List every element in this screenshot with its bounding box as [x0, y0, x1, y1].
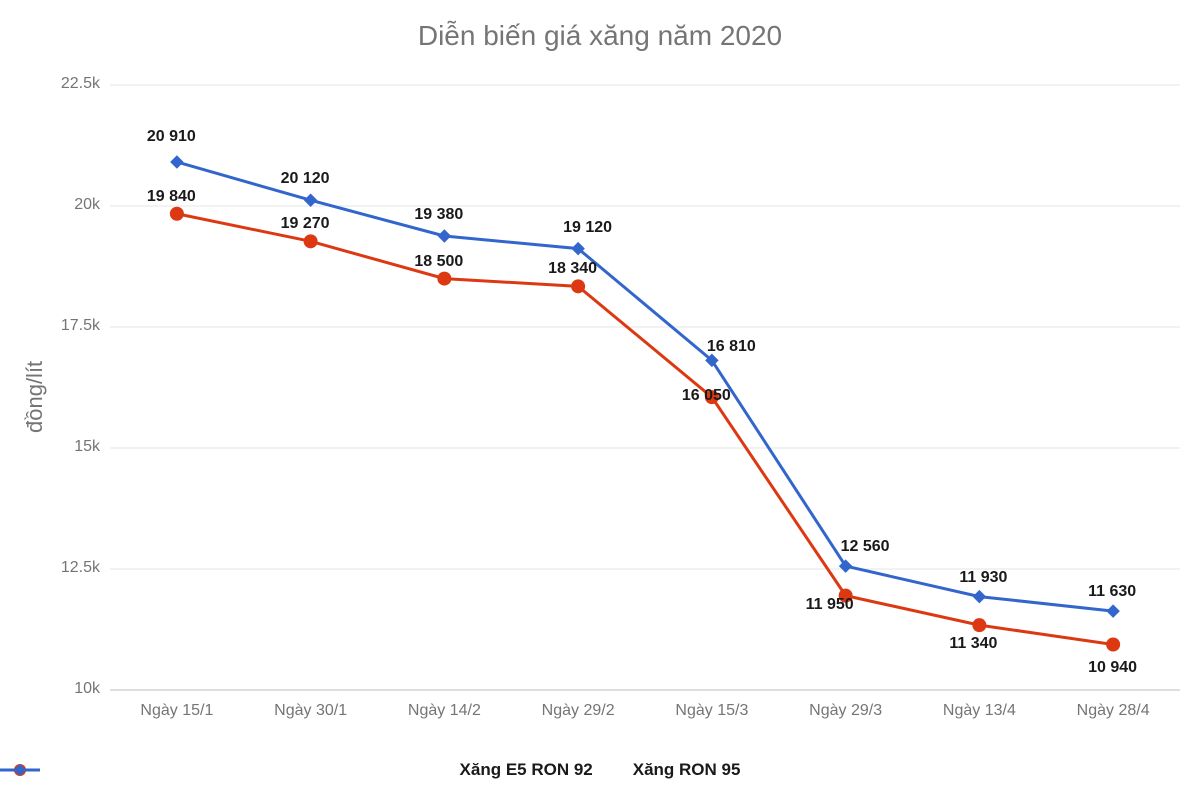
marker-e5ron92 [170, 207, 184, 221]
marker-ron95 [438, 229, 452, 243]
x-tick-label: Ngày 13/4 [934, 702, 1024, 720]
marker-ron95 [304, 193, 318, 207]
x-tick-label: Ngày 30/1 [266, 702, 356, 720]
data-label-ron95: 20 120 [281, 170, 330, 188]
y-tick-label: 12.5k [61, 559, 100, 577]
y-tick-label: 22.5k [61, 75, 100, 93]
data-label-ron95: 19 380 [414, 206, 463, 224]
marker-e5ron92 [304, 234, 318, 248]
data-label-ron95: 11 630 [1088, 583, 1136, 601]
data-label-e5ron92: 10 940 [1088, 659, 1137, 677]
marker-e5ron92 [437, 272, 451, 286]
x-tick-label: Ngày 29/2 [533, 702, 623, 720]
marker-e5ron92 [972, 618, 986, 632]
data-label-e5ron92: 18 500 [414, 253, 463, 271]
chart-container: Diễn biến giá xăng năm 2020 đồng/lít 20 … [0, 0, 1200, 800]
marker-ron95 [973, 590, 987, 604]
data-label-e5ron92: 11 340 [949, 635, 997, 653]
y-tick-label: 17.5k [61, 317, 100, 335]
y-tick-label: 15k [74, 438, 100, 456]
data-label-ron95: 12 560 [841, 538, 890, 556]
marker-e5ron92 [1106, 638, 1120, 652]
legend-item-ron95[interactable]: Xăng RON 95 [633, 760, 741, 780]
y-tick-label: 20k [74, 196, 100, 214]
data-label-ron95: 11 930 [959, 569, 1007, 587]
y-tick-label: 10k [74, 680, 100, 698]
data-label-ron95: 19 120 [563, 219, 612, 237]
x-tick-label: Ngày 15/1 [132, 702, 222, 720]
legend-label: Xăng RON 95 [633, 760, 741, 780]
chart-plot [0, 0, 1200, 800]
data-label-e5ron92: 11 950 [806, 596, 854, 614]
x-tick-label: Ngày 28/4 [1068, 702, 1158, 720]
legend: Xăng E5 RON 92 Xăng RON 95 [0, 760, 1200, 780]
x-tick-label: Ngày 29/3 [801, 702, 891, 720]
marker-ron95 [1106, 604, 1120, 618]
data-label-e5ron92: 19 270 [281, 215, 330, 233]
legend-item-e5ron92[interactable]: Xăng E5 RON 92 [460, 760, 593, 780]
marker-ron95 [170, 155, 184, 169]
data-label-ron95: 20 910 [147, 128, 196, 146]
x-tick-label: Ngày 15/3 [667, 702, 757, 720]
legend-swatch-ron95 [0, 760, 40, 780]
legend-label: Xăng E5 RON 92 [460, 760, 593, 780]
data-label-e5ron92: 18 340 [548, 260, 597, 278]
x-tick-label: Ngày 14/2 [399, 702, 489, 720]
marker-e5ron92 [571, 279, 585, 293]
data-label-ron95: 16 810 [707, 338, 756, 356]
data-label-e5ron92: 19 840 [147, 188, 196, 206]
data-label-e5ron92: 16 050 [682, 387, 731, 405]
